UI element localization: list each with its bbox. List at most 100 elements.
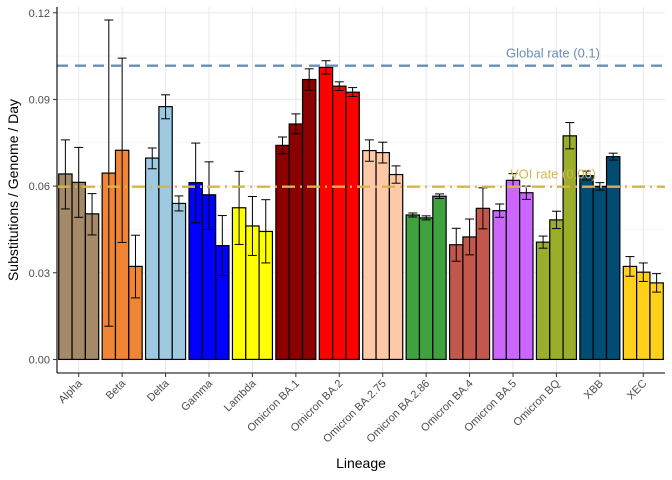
bar-group-8 xyxy=(405,193,447,361)
error-bar xyxy=(247,195,257,256)
x-tick-label: Gamma xyxy=(179,377,216,414)
bar xyxy=(275,144,290,361)
error-bar xyxy=(551,210,561,230)
bar xyxy=(549,219,564,361)
error-bar xyxy=(104,19,114,327)
error-bar xyxy=(278,136,288,155)
error-bar xyxy=(538,235,548,249)
bar xyxy=(592,185,608,361)
bar xyxy=(388,173,404,361)
bar xyxy=(492,210,507,361)
error-bar xyxy=(378,141,388,164)
error-bar xyxy=(74,146,84,218)
y-tick-label: 0.06 xyxy=(29,181,50,193)
x-tick-label: Delta xyxy=(145,377,172,404)
bar xyxy=(345,91,360,361)
bar-group-3 xyxy=(188,142,230,361)
error-bar xyxy=(217,215,227,277)
bar xyxy=(535,241,551,361)
error-bar xyxy=(261,199,271,264)
error-bar xyxy=(87,193,97,236)
bar-group-5 xyxy=(275,68,317,361)
bar xyxy=(649,282,664,361)
error-bar xyxy=(291,113,301,135)
error-bar xyxy=(130,234,140,299)
bar-group-4 xyxy=(231,170,274,361)
bar xyxy=(158,106,173,361)
bar xyxy=(318,66,334,361)
error-bar xyxy=(465,218,475,256)
x-tick-label: Lambda xyxy=(222,377,259,414)
y-tick-label: 0.03 xyxy=(29,268,50,280)
y-tick-label: 0.00 xyxy=(29,354,50,366)
error-bar xyxy=(391,165,401,184)
error-bar xyxy=(434,193,444,200)
error-bar xyxy=(304,68,314,91)
error-bar xyxy=(234,170,244,245)
error-bar xyxy=(204,161,214,230)
error-bar xyxy=(60,139,70,210)
bar xyxy=(418,217,434,361)
bar xyxy=(301,78,317,361)
bar xyxy=(332,85,347,361)
bar xyxy=(579,175,594,361)
error-bar xyxy=(147,147,157,170)
bar-group-6 xyxy=(318,60,360,361)
error-bar xyxy=(364,139,374,162)
error-bar xyxy=(638,262,648,282)
y-tick-label: 0.09 xyxy=(29,94,50,106)
y-tick-label: 0.12 xyxy=(29,8,50,20)
bar xyxy=(362,149,377,361)
error-bar xyxy=(117,57,127,243)
reference-lines: Global rate (0.1) VOI rate (0.06) xyxy=(57,46,665,188)
error-bar xyxy=(321,60,331,75)
error-bar xyxy=(608,152,618,161)
bar xyxy=(432,195,447,361)
bar xyxy=(171,202,187,361)
bar xyxy=(84,213,100,361)
reference-line-label-1: VOI rate (0.06) xyxy=(510,167,596,182)
bar-group-7 xyxy=(362,139,404,361)
bar xyxy=(519,192,534,361)
error-bar xyxy=(408,212,418,218)
bar xyxy=(622,265,638,361)
bar-group-12 xyxy=(579,152,621,361)
bar xyxy=(636,271,651,361)
bar-group-10 xyxy=(492,173,534,361)
bar xyxy=(288,123,304,361)
bar xyxy=(375,151,390,361)
bar-group-11 xyxy=(535,122,578,361)
bar xyxy=(405,214,421,361)
reference-line-label-0: Global rate (0.1) xyxy=(506,46,600,61)
x-tick-label: XEC xyxy=(625,378,650,403)
error-bar xyxy=(161,94,171,120)
error-bar xyxy=(334,81,344,91)
bar xyxy=(144,157,160,361)
bar xyxy=(505,179,521,361)
error-bar xyxy=(595,182,605,191)
error-bar xyxy=(582,170,592,181)
bar xyxy=(448,244,464,361)
x-tick-label: XBB xyxy=(582,378,606,402)
error-bar xyxy=(191,142,201,224)
bar-group-13 xyxy=(622,256,664,361)
y-axis-title: Substitutions / Genome / Day xyxy=(5,99,21,281)
bar-group-1 xyxy=(101,19,143,361)
error-bar xyxy=(565,122,575,150)
bar-group-0 xyxy=(58,139,100,361)
error-bar xyxy=(451,227,461,262)
x-tick-label: Beta xyxy=(104,377,129,402)
error-bar xyxy=(625,256,635,277)
error-bar xyxy=(652,273,662,293)
bar-group-2 xyxy=(144,94,187,361)
error-bar xyxy=(174,195,184,212)
bar xyxy=(475,207,491,361)
x-axis-title: Lineage xyxy=(336,455,386,471)
x-tick-label: Omicron BQ xyxy=(511,377,563,429)
error-bar xyxy=(348,87,358,98)
bars xyxy=(58,19,664,361)
bar-group-9 xyxy=(448,187,491,361)
error-bar xyxy=(421,215,431,221)
error-bar xyxy=(495,203,505,218)
